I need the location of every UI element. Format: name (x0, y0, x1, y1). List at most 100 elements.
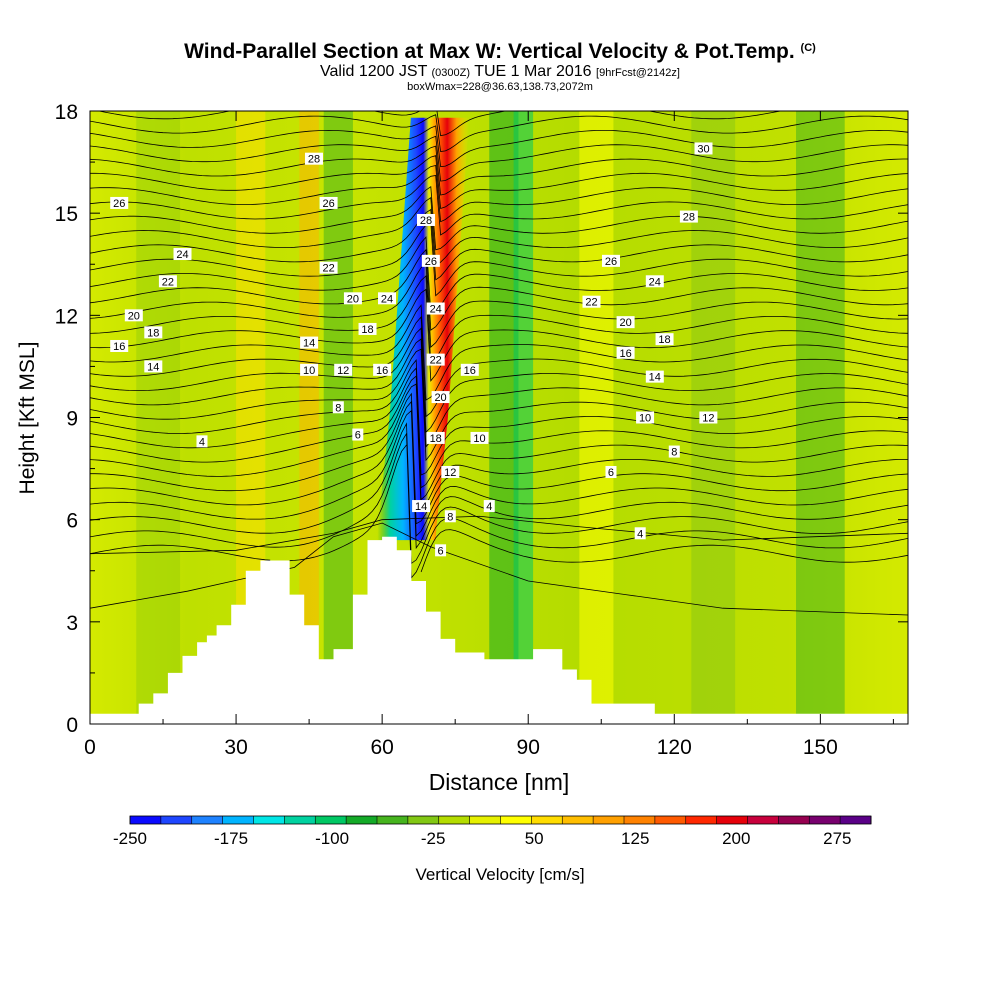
isentrope-0 (90, 444, 908, 573)
contour-label-box (173, 248, 192, 261)
contour-label-text: 18 (361, 324, 373, 336)
contour-label-text: 26 (425, 256, 437, 268)
contour-label-text: 20 (619, 317, 631, 329)
contour-label: 4 (634, 527, 646, 540)
contour-label: 6 (352, 428, 364, 442)
contour-label: 14 (144, 360, 163, 373)
contour-label-text: 4 (199, 436, 205, 448)
colorbar-swatch (377, 816, 409, 824)
isentrope-11 (90, 338, 908, 448)
contour-label: 14 (412, 500, 431, 513)
contour-label-text: 26 (322, 198, 334, 210)
isentrope-5 (90, 392, 908, 525)
contour-label-box (426, 431, 445, 444)
contour-label: 8 (444, 510, 456, 523)
isentrope-23 (90, 185, 908, 251)
contour-label-text: 18 (430, 433, 442, 445)
colorbar-swatch (685, 816, 718, 824)
colorbar-swatch (654, 816, 687, 824)
contour-label-text: 12 (444, 467, 456, 479)
contour-label-text: 16 (113, 341, 125, 353)
contour-label: 16 (460, 363, 479, 377)
colorbar-label: Vertical Velocity [cm/s] (415, 865, 584, 884)
contour-label: 24 (426, 302, 445, 316)
colorbar-tick-label: 50 (525, 829, 544, 848)
contour-label: 28 (304, 152, 323, 166)
contour-label: 8 (332, 401, 344, 414)
isentrope-22 (90, 196, 908, 266)
contour-label-box (605, 465, 617, 478)
contour-label-box (319, 261, 338, 274)
contour-label: 10 (636, 411, 655, 425)
updraft-band-hill (299, 111, 319, 724)
contour-label-text: 16 (464, 365, 476, 377)
contour-label: 16 (616, 346, 635, 360)
contour-label-text: 14 (147, 361, 159, 373)
x-tick-label: 90 (517, 736, 540, 759)
colorbar-swatch (469, 816, 501, 824)
colorbar-swatch (438, 816, 471, 824)
contour-label-text: 24 (430, 304, 442, 316)
contour-label-text: 4 (637, 528, 643, 540)
contour-label: 18 (358, 322, 377, 336)
contour-label: 10 (300, 363, 319, 377)
isentrope-27 (90, 145, 908, 196)
low-contour-0 (90, 522, 908, 616)
isentrope-13 (90, 315, 908, 418)
contour-label-box (616, 316, 635, 329)
contour-label-box (668, 445, 680, 458)
colorbar-tick-label: -25 (421, 829, 446, 848)
downdraft-core-right (513, 111, 534, 724)
contour-label-box (304, 152, 323, 165)
colorbar-tick-label: -175 (214, 829, 248, 848)
y-axis-label: Height [Kft MSL] (16, 342, 39, 495)
contour-label-box (352, 428, 364, 441)
y-tick-label: 15 (55, 203, 78, 226)
isentrope-15 (90, 288, 908, 382)
contour-label-box (300, 363, 319, 376)
contour-label-text: 12 (702, 413, 714, 425)
colorbar-swatch (222, 816, 254, 824)
isentrope-2 (90, 422, 908, 565)
contour-label-box (196, 435, 208, 448)
contour-label-text: 22 (162, 276, 174, 288)
contour-label-box (144, 326, 163, 339)
contour-label-box (616, 346, 635, 359)
isentrope-29 (90, 125, 908, 168)
contour-label-box (645, 275, 664, 288)
terrain (90, 536, 908, 724)
colorbar-swatch (191, 816, 224, 824)
contour-label-box (416, 213, 435, 226)
contour-label: 22 (426, 353, 445, 367)
contour-label: 6 (605, 465, 617, 479)
box-info: boxWmax=228@36.63,138.73,2072m (407, 81, 593, 93)
colorbar-swatch (284, 816, 316, 824)
contour-label: 12 (441, 465, 460, 479)
colorbar: -250 -175 -100 -25 50 125 200 275 (113, 815, 872, 848)
colorbar-swatch (531, 816, 563, 824)
isentrope-7 (90, 375, 908, 501)
colorbar-tick-label: -100 (315, 829, 349, 848)
isentrope-21 (90, 208, 908, 281)
contour-label-box (158, 275, 177, 288)
colorbar-swatch (562, 816, 594, 824)
colorbar-swatch (840, 816, 872, 824)
x-axis: 0 30 60 90 120 150 (84, 111, 894, 759)
chart-title: Wind-Parallel Section at Max W: Vertical… (184, 40, 816, 63)
colorbar-swatch (315, 816, 347, 824)
downdraft-band-left (136, 111, 181, 724)
contour-label-box (470, 431, 489, 444)
plot-area: 26 24 22 20 18 16 14 4 28 26 22 20 14 18 10 12 16 8 6 28 26 2… (90, 111, 908, 724)
contour-label-text: 26 (113, 198, 125, 210)
max-w-plume (377, 117, 470, 541)
contour-label-text: 22 (322, 263, 334, 275)
x-tick-label: 120 (657, 736, 692, 759)
contour-label-box (645, 370, 664, 383)
contour-label: 22 (582, 295, 601, 309)
contour-label: 22 (319, 261, 338, 275)
contour-label: 20 (124, 309, 143, 322)
isentrope-6 (90, 383, 908, 512)
isentrope-12 (90, 327, 908, 433)
contour-label-box (421, 254, 440, 267)
isentrope-20 (90, 221, 908, 297)
